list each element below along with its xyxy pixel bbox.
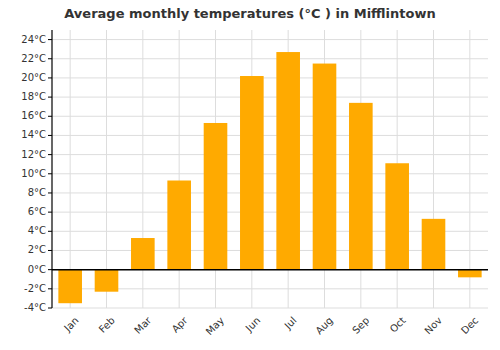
bar (204, 123, 228, 270)
y-tick (48, 116, 52, 117)
y-tick (48, 231, 52, 232)
y-tick (48, 192, 52, 193)
y-tick (48, 39, 52, 40)
y-tick-label: -4°C (24, 302, 46, 313)
y-tick (48, 308, 52, 309)
y-tick-label: 18°C (21, 91, 46, 102)
y-tick-label: 20°C (21, 72, 46, 83)
grid-line-y (52, 154, 488, 155)
grid (52, 30, 488, 308)
y-tick-label: 16°C (21, 110, 46, 121)
grid-line-y (52, 269, 488, 270)
chart: Average monthly temperatures (°C ) in Mi… (0, 0, 500, 350)
bar (458, 270, 482, 278)
bar (131, 238, 155, 270)
y-tick-label: 24°C (21, 34, 46, 45)
y-tick (48, 173, 52, 174)
y-tick-label: 22°C (21, 53, 46, 64)
bar (167, 181, 191, 270)
y-tick-label: 10°C (21, 168, 46, 179)
chart-container: Average monthly temperatures (°C ) in Mi… (0, 0, 500, 350)
grid-line-x (70, 30, 71, 308)
grid-line-y (52, 39, 488, 40)
x-tick-label: Feb (97, 315, 117, 335)
y-tick (48, 154, 52, 155)
x-tick-label: Sep (350, 315, 371, 336)
x-axis: Jan Feb Mar Apr May Jun Jul Aug Sep Oct Nov Dec (61, 314, 480, 337)
x-tick-label: Dec (459, 315, 480, 336)
zero-line (52, 269, 488, 271)
grid-line-y (52, 97, 488, 98)
y-tick (48, 135, 52, 136)
grid-line-x (469, 30, 470, 308)
grid-line-y (52, 135, 488, 136)
y-axis: -4°C -2°C 0°C 2°C 4°C 6°C 8°C 10°C 12°C 14°C 16°C 1… (21, 34, 52, 313)
grid-line-y (52, 77, 488, 78)
y-axis-line (51, 30, 52, 308)
x-tick-label: Nov (422, 315, 444, 337)
y-tick (48, 97, 52, 98)
y-tick (48, 269, 52, 270)
x-tick-label: Jan (61, 315, 80, 334)
bar (349, 103, 373, 270)
y-tick (48, 212, 52, 213)
x-tick-label: Jun (243, 315, 263, 335)
bar (240, 76, 264, 270)
x-tick-label: Aug (313, 315, 335, 337)
bar (422, 219, 446, 270)
y-tick (48, 250, 52, 251)
bar (385, 163, 409, 269)
x-tick-label: Mar (132, 314, 154, 336)
grid-line-y (52, 308, 488, 309)
y-tick (48, 288, 52, 289)
x-tick-label: Jul (282, 315, 299, 332)
x-tick-label: Oct (388, 315, 408, 335)
bar (276, 52, 300, 270)
bars (58, 52, 481, 303)
y-tick-label: 0°C (28, 264, 46, 275)
bar (95, 270, 119, 292)
x-tick-label: May (204, 315, 226, 337)
y-tick (48, 77, 52, 78)
bar (58, 270, 82, 304)
grid-line-x (106, 30, 107, 308)
grid-line-y (52, 116, 488, 117)
x-tick-label: Apr (170, 314, 191, 335)
y-tick-label: 8°C (28, 187, 46, 198)
grid-line-y (52, 192, 488, 193)
bar (313, 64, 337, 270)
y-tick-label: -2°C (24, 283, 46, 294)
y-tick-label: 2°C (28, 244, 46, 255)
grid-line-y (52, 212, 488, 213)
chart-title: Average monthly temperatures (°C ) in Mi… (64, 6, 435, 21)
y-tick-label: 4°C (28, 225, 46, 236)
y-tick-label: 12°C (21, 149, 46, 160)
grid-line-y (52, 173, 488, 174)
y-tick-label: 6°C (28, 206, 46, 217)
grid-line-y (52, 58, 488, 59)
y-tick-label: 14°C (21, 129, 46, 140)
y-tick (48, 58, 52, 59)
